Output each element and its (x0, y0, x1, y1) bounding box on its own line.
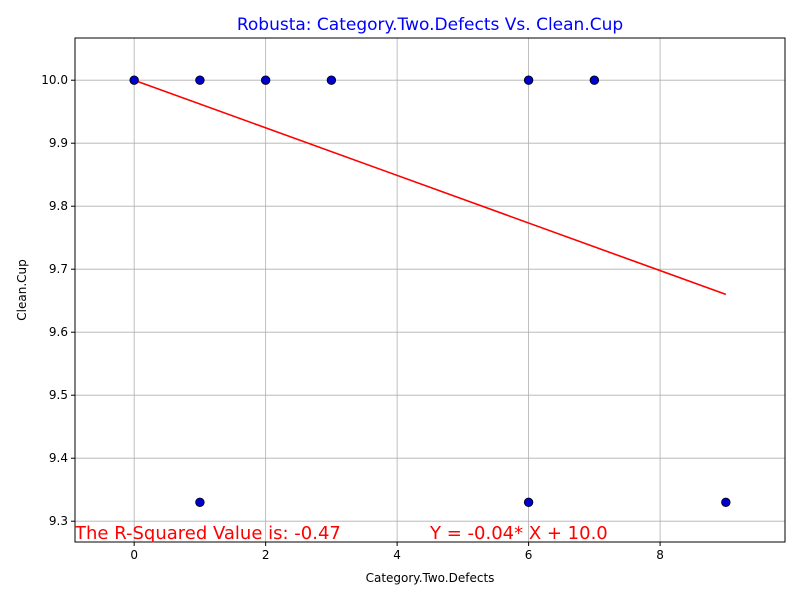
x-tick-label: 4 (393, 548, 401, 562)
y-tick-label: 9.6 (49, 325, 68, 339)
data-point (523, 497, 534, 508)
data-points (129, 75, 731, 508)
grid (75, 38, 785, 542)
data-point (326, 75, 337, 85)
x-tick-label: 8 (656, 548, 664, 562)
y-tick-label: 10.0 (41, 73, 68, 87)
plot-area (74, 37, 786, 543)
x-tick-label: 0 (130, 548, 138, 562)
x-axis-label: Category.Two.Defects (366, 571, 495, 585)
y-tick-label: 9.4 (49, 451, 68, 465)
x-tick-label: 2 (262, 548, 270, 562)
y-tick-label: 9.5 (49, 388, 68, 402)
annotations: The R-Squared Value is: -0.47 Y = -0.04* … (74, 523, 608, 544)
y-tick-label: 9.3 (49, 514, 68, 528)
annotation-text: The R-Squared Value is: -0.47 (74, 523, 341, 544)
data-point (260, 75, 271, 85)
axis-ticks: 0 2 4 6 8 9.3 9.4 9.5 9.6 9.7 9.8 9.9 10.0 (41, 73, 664, 562)
data-point (523, 75, 534, 85)
data-point (129, 75, 139, 85)
x-tick-label: 6 (525, 548, 533, 562)
y-tick-label: 9.8 (49, 199, 68, 213)
y-axis-label: Clean.Cup (15, 259, 29, 320)
data-point (589, 75, 600, 85)
data-point (721, 497, 731, 508)
y-tick-label: 9.9 (49, 136, 68, 150)
annotation-text: Y = -0.04* X + 10.0 (429, 523, 608, 544)
data-point (195, 75, 205, 85)
y-tick-label: 9.7 (49, 262, 68, 276)
data-point (195, 497, 205, 508)
regression-line-group (133, 79, 727, 296)
regression-line (133, 79, 727, 296)
chart-title: Robusta: Category.Two.Defects Vs. Clean.… (237, 15, 623, 35)
